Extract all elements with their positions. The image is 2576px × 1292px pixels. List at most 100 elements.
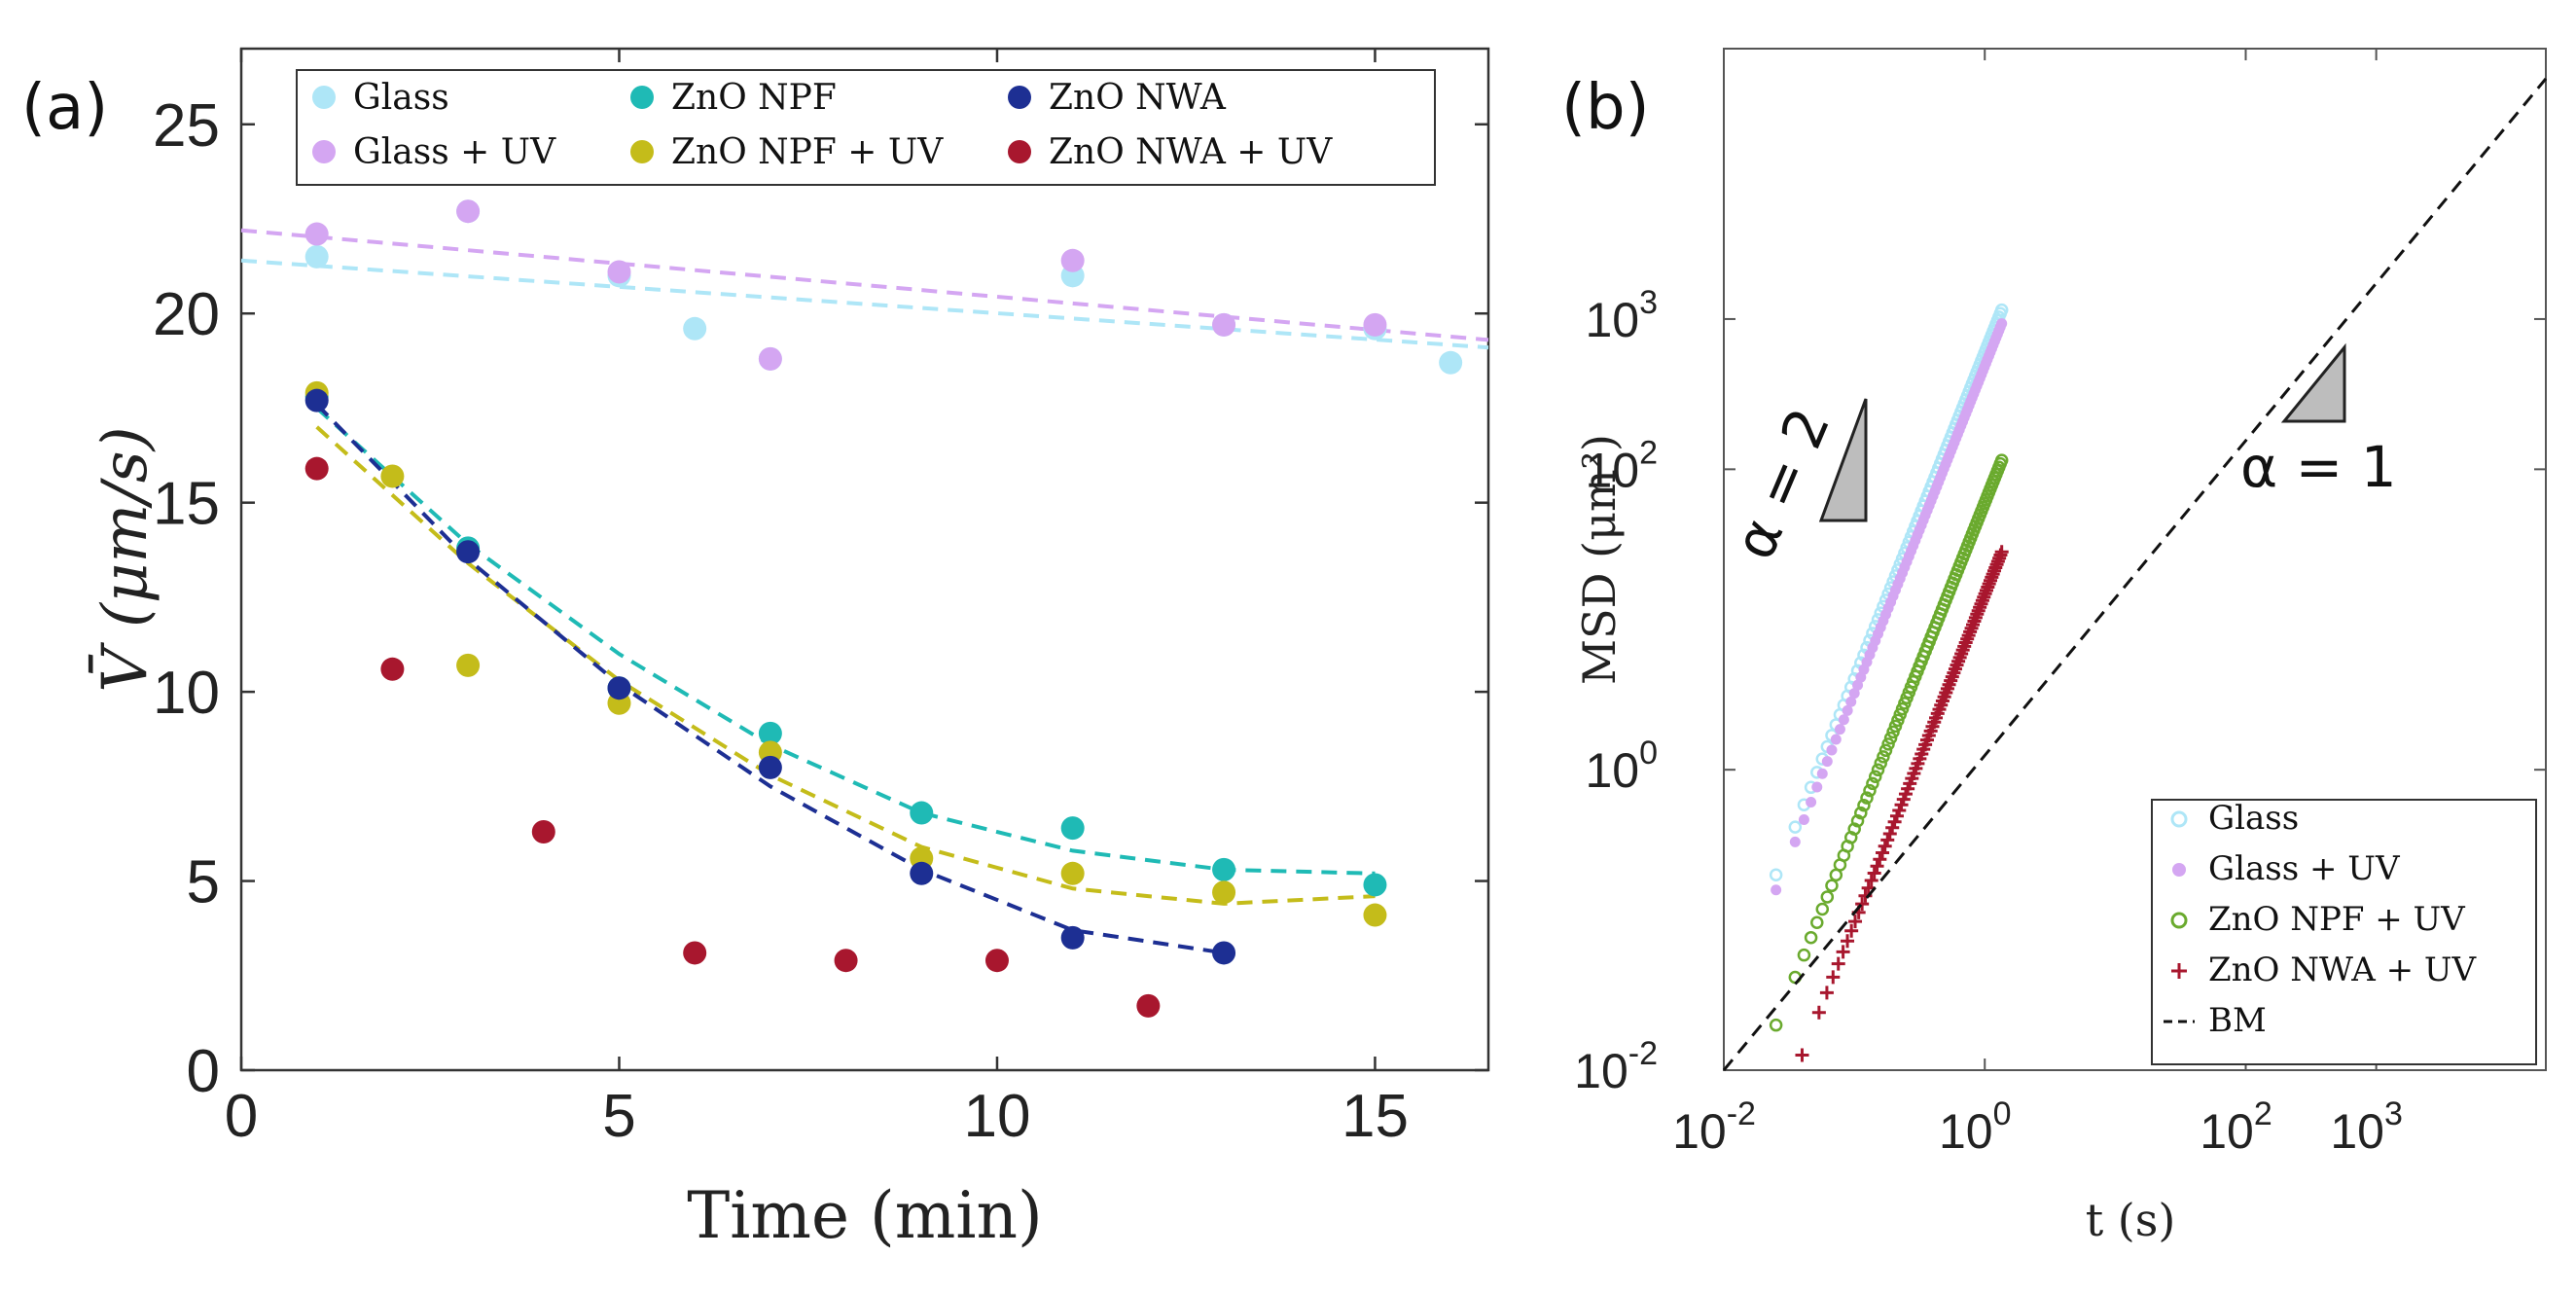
panel-b-xtick-label: 102: [2200, 1095, 2272, 1159]
data-point-series-2: [1212, 857, 1236, 881]
panel-a-ylabel: V̄ (μm/s): [88, 426, 161, 692]
panel-a-fit-lines: [240, 228, 1489, 955]
msd-point-series-1: [1848, 688, 1860, 700]
panel-a-ytick-label: 25: [153, 92, 220, 160]
panel-label-b: (b): [1561, 72, 1650, 144]
slope-triangle-alpha2: [1818, 398, 1868, 522]
msd-point-series-3: [1811, 1005, 1826, 1020]
legend-b-marker-3: [2171, 963, 2187, 979]
data-point-series-3: [1212, 880, 1236, 905]
msd-point-series-1: [1816, 768, 1828, 779]
msd-point-series-3: [1867, 866, 1881, 880]
msd-point-series-2: [1994, 453, 2009, 467]
msd-point-series-3: [1882, 826, 1897, 841]
data-point-series-1: [1212, 312, 1236, 337]
msd-point-series-1: [1821, 756, 1833, 768]
panel-a-chart: 0 5 10 15 0 5 10 15 20 25 Time (min) V̄ (μm/s) Gl…: [88, 47, 1490, 1253]
panel-b-legend: Glass Glass + UV ZnO NPF + UV ZnO NWA + UV B…: [2151, 799, 2537, 1065]
fit-line-0: [240, 258, 1489, 350]
panel-label-a: (a): [21, 72, 108, 144]
msd-point-series-3: [1994, 545, 2009, 559]
msd-point-series-3: [1878, 839, 1892, 853]
msd-point-series-2: [1883, 731, 1898, 745]
msd-point-series-2: [1769, 1018, 1783, 1032]
fit-line-2: [315, 406, 1376, 876]
panel-b-xtick-label: 100: [1939, 1095, 2012, 1159]
legend-marker-0: [312, 86, 336, 109]
msd-point-series-1: [1834, 724, 1845, 736]
panel-a-axes-box: [239, 47, 1490, 1072]
legend-label-0: Glass: [353, 78, 449, 118]
msd-point-series-2: [1797, 948, 1811, 962]
msd-point-series-0: [1788, 820, 1803, 834]
panel-b-axes-box: [1723, 48, 2547, 1071]
legend-b-label-0: Glass: [2208, 799, 2299, 838]
msd-point-series-2: [1866, 776, 1879, 791]
panel-b-xtick-label: 10-2: [1672, 1095, 1756, 1159]
data-point-series-4: [304, 388, 329, 413]
msd-point-series-3: [1864, 873, 1878, 887]
msd-point-series-2: [1878, 743, 1893, 758]
data-point-series-4: [758, 755, 782, 779]
panel-b-ytick-label: 103: [1585, 284, 1658, 347]
data-point-series-0: [1439, 350, 1463, 375]
legend-label-1: Glass + UV: [353, 132, 556, 172]
panel-a-xlabel: Time (min): [687, 1178, 1042, 1253]
data-point-series-5: [380, 657, 405, 681]
msd-point-series-3: [1855, 897, 1870, 912]
data-point-series-5: [304, 456, 329, 481]
annotation-alpha-1: α = 1: [2240, 434, 2397, 500]
panel-a-points: [304, 199, 1463, 1018]
data-point-series-5: [683, 941, 707, 965]
data-point-series-1: [758, 346, 782, 371]
fit-line-4: [315, 403, 1225, 955]
data-point-series-1: [607, 260, 631, 284]
legend-b-marker-2: [2170, 912, 2188, 929]
data-point-series-0: [683, 316, 707, 341]
msd-point-series-1: [1838, 714, 1849, 726]
data-point-series-2: [758, 721, 782, 745]
legend-b-label-1: Glass + UV: [2208, 849, 2401, 888]
legend-marker-2: [630, 86, 654, 109]
legend-b-marker-0: [2170, 810, 2188, 828]
msd-point-series-2: [1874, 756, 1887, 771]
legend-label-4: ZnO NWA: [1049, 78, 1227, 118]
msd-point-series-2: [1850, 813, 1865, 828]
legend-b-marker-1: [2172, 863, 2186, 877]
fit-line-1: [240, 228, 1489, 342]
data-point-series-1: [1363, 312, 1387, 337]
msd-point-series-2: [1863, 783, 1877, 798]
legend-marker-4: [1008, 86, 1031, 109]
data-point-series-5: [531, 820, 555, 843]
data-point-series-5: [1136, 993, 1161, 1018]
data-point-series-0: [304, 244, 329, 269]
slope-triangle-alpha1: [2280, 342, 2346, 423]
msd-point-series-3: [1795, 1048, 1809, 1062]
panel-a-xtick-label: 5: [602, 1083, 635, 1150]
msd-point-series-1: [1789, 836, 1801, 847]
msd-point-series-3: [1861, 880, 1876, 895]
panel-b-ylabel: MSD (μm²): [1573, 434, 1626, 685]
bm-reference-line: [1722, 77, 2548, 1071]
panel-a-ytick-label: 20: [153, 281, 220, 348]
data-point-series-3: [380, 464, 405, 488]
msd-point-series-3: [1836, 945, 1850, 959]
msd-point-series-0: [1994, 303, 2009, 317]
msd-point-series-3: [1826, 970, 1841, 985]
msd-point-series-2: [1877, 750, 1890, 764]
panel-b-xlabel: t (s): [2086, 1194, 2176, 1246]
msd-point-series-3: [1876, 845, 1890, 860]
panel-a-xtick-label: 0: [225, 1083, 258, 1150]
msd-point-series-3: [1848, 915, 1863, 929]
msd-point-series-3: [1870, 859, 1884, 874]
msd-point-series-2: [1886, 725, 1900, 739]
msd-point-series-1: [1826, 744, 1838, 756]
data-point-series-1: [456, 199, 481, 224]
panel-a-ytick-label: 5: [187, 849, 220, 916]
panel-b-chart: 10-2 100 102 103 10-2 100 102 103 α = 2 α = 1 t…: [1573, 48, 2548, 1246]
panel-b-xtick-label: 103: [2330, 1095, 2403, 1159]
msd-point-series-2: [1825, 879, 1839, 893]
msd-point-series-1: [1996, 318, 2008, 330]
msd-point-series-3: [1841, 934, 1855, 949]
